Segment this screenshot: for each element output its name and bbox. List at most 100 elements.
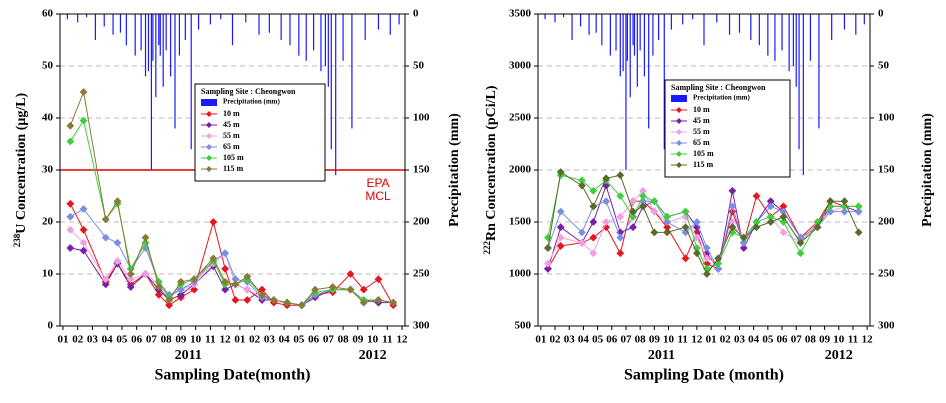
y-tick-label: 50	[42, 60, 54, 72]
x-tick-label: 04	[279, 334, 291, 346]
series-marker	[589, 218, 598, 226]
precip-bar	[119, 14, 122, 33]
precip-bar	[155, 14, 157, 98]
series-marker	[141, 270, 150, 278]
series-marker	[389, 298, 398, 307]
precip-bar	[652, 14, 654, 56]
year-label: 2012	[825, 348, 853, 363]
legend-title: Sampling Site : Cheongwon	[201, 87, 296, 96]
x-tick-label: 05	[762, 334, 774, 346]
x-tick-label: 09	[175, 334, 187, 346]
x-tick-label: 09	[819, 334, 831, 346]
y2-axis-title: Precipitation (mm)	[920, 113, 935, 227]
x-tick-label: 05	[293, 334, 305, 346]
series-marker	[681, 212, 690, 221]
series-marker	[702, 254, 711, 263]
series-marker	[101, 233, 110, 242]
precip-bar	[670, 14, 672, 30]
series-marker	[190, 275, 199, 284]
series-marker	[243, 285, 252, 294]
series-marker	[79, 238, 88, 247]
y-tick-label: 40	[42, 112, 54, 124]
precip-bar	[197, 14, 200, 30]
x-tick-label: 04	[102, 334, 114, 346]
precip-bar	[66, 14, 68, 20]
legend: Sampling Site : Cheongwon Precipitation (…	[664, 79, 791, 178]
precip-bar	[609, 14, 611, 56]
x-tick-label: 02	[720, 334, 732, 346]
precip-bar	[231, 14, 234, 46]
series-marker	[578, 238, 586, 247]
precip-bar	[716, 14, 718, 23]
series-marker	[840, 197, 849, 206]
precip-bar	[398, 14, 400, 25]
legend-marker	[676, 151, 682, 157]
y-axis-title-sup: 238	[12, 233, 22, 247]
precip-bar	[843, 14, 846, 30]
series-marker	[826, 197, 835, 206]
legend-title: Sampling Site : Cheongwon	[671, 83, 766, 92]
series-marker	[359, 285, 368, 294]
y2-tick-label: 150	[878, 164, 895, 176]
precip-bar	[588, 14, 590, 35]
precip-bar	[798, 14, 800, 150]
series-marker	[616, 233, 625, 242]
legend-marker	[206, 111, 212, 117]
precip-bar	[788, 14, 790, 72]
precip-bar	[625, 14, 627, 170]
series-marker	[359, 298, 368, 307]
x-tick-label: 08	[635, 334, 647, 346]
precip-bar	[152, 14, 154, 61]
legend: Sampling Site : Cheongwon Precipitation (…	[194, 83, 326, 182]
series-marker	[328, 283, 337, 291]
precip-bar	[162, 14, 164, 87]
legend-marker	[676, 118, 682, 124]
series-marker	[589, 202, 598, 211]
y-axis-title: 238U Concentration (μg/L)	[12, 92, 29, 247]
series-marker	[766, 202, 775, 211]
precip-bar	[802, 14, 804, 176]
series-marker	[650, 197, 659, 206]
precip-bar	[692, 14, 694, 20]
precip-bar	[351, 14, 353, 129]
x-tick-label: 04	[748, 334, 760, 346]
legend-label: 115 m	[223, 164, 244, 173]
precip-bar	[258, 14, 260, 35]
series-marker	[176, 290, 185, 299]
series-marker	[728, 202, 737, 211]
series-marker	[813, 223, 822, 232]
x-tick-label: 11	[382, 334, 392, 346]
series-marker	[101, 275, 110, 284]
series-marker	[616, 249, 625, 258]
year-label: 2011	[175, 348, 202, 363]
legend-marker	[676, 107, 682, 113]
reference-label: EPA	[366, 176, 389, 190]
series-marker	[269, 296, 278, 304]
legend-marker	[206, 155, 212, 161]
series-marker	[141, 233, 150, 242]
precip-bar	[774, 14, 776, 61]
year-label: 2012	[359, 348, 387, 363]
series-marker	[639, 202, 647, 211]
precip-bar	[159, 14, 161, 56]
series-marker	[739, 238, 748, 247]
legend-label: 55 m	[693, 127, 710, 136]
x-tick-label: 11	[205, 334, 215, 346]
legend-label: 65 m	[693, 138, 710, 147]
series-marker	[231, 280, 240, 289]
precip-bar	[158, 14, 160, 46]
series-marker	[221, 285, 230, 294]
precip-bar	[657, 14, 660, 40]
series-line	[70, 208, 394, 306]
precip-bar	[364, 14, 366, 40]
series-marker	[231, 296, 240, 304]
series-marker	[616, 192, 625, 200]
series-marker	[209, 254, 218, 263]
precip-bar	[209, 14, 211, 25]
series-marker	[79, 225, 88, 234]
series-marker	[243, 272, 252, 281]
precip-bar	[184, 14, 186, 40]
precip-bar	[619, 14, 621, 77]
series-marker	[616, 171, 625, 180]
series-marker	[714, 254, 723, 263]
